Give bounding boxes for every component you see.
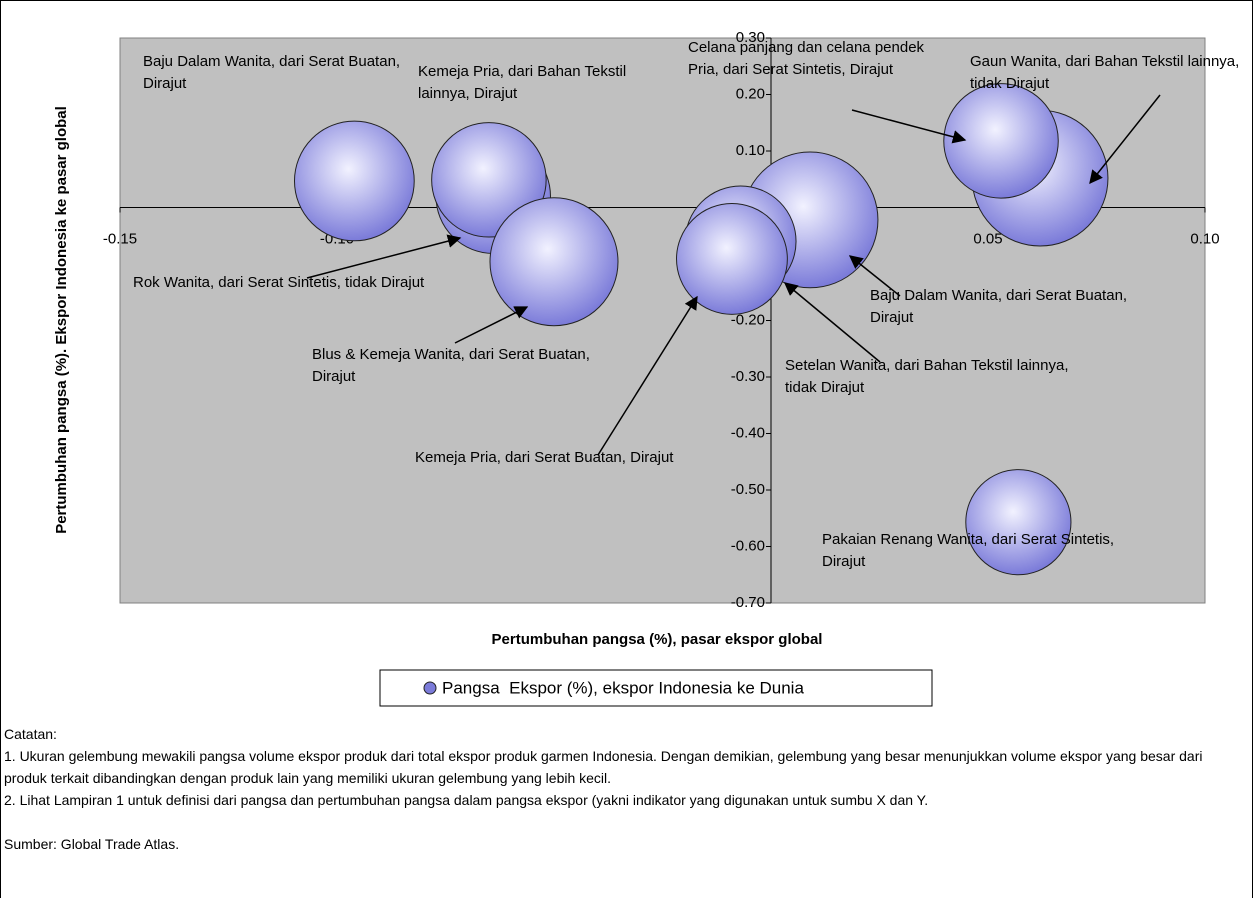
bubble-label: Kemeja Pria, dari Serat Buatan, Dirajut xyxy=(415,449,674,466)
label-arrow xyxy=(783,282,881,363)
y-tick-label: -0.30 xyxy=(731,368,765,385)
bubble-label: Baju Dalam Wanita, dari Serat Buatan, Di… xyxy=(870,287,1128,326)
label-arrow xyxy=(597,295,698,456)
legend-box xyxy=(379,669,933,707)
y-tick-label: 0.10 xyxy=(736,142,765,159)
y-tick-label: -0.70 xyxy=(731,594,765,611)
note: 1. Ukuran gelembung mewakili pangsa volu… xyxy=(4,748,1203,786)
bubble-label: Celana panjang dan celana pendek Pria, d… xyxy=(688,39,925,78)
y-tick-label: 0.30 xyxy=(736,29,765,46)
x-axis-title: Pertumbuhan pangsa (%), pasar ekspor glo… xyxy=(492,631,823,648)
bubble-label: Gaun Wanita, dari Bahan Tekstil lainnya,… xyxy=(970,53,1240,92)
legend-marker xyxy=(423,681,437,695)
y-tick-label: -0.40 xyxy=(731,424,765,441)
label-arrow xyxy=(848,255,901,297)
y-tick-label: -0.50 xyxy=(731,481,765,498)
bubble xyxy=(489,197,619,327)
bubble-label: Pakaian Renang Wanita, dari Serat Sintet… xyxy=(822,531,1115,570)
y-tick-label: -0.60 xyxy=(731,537,765,554)
label-arrow xyxy=(1089,94,1161,185)
legend-label: Pangsa Ekspor (%), ekspor Indonesia ke D… xyxy=(442,678,804,697)
label-arrow xyxy=(851,109,967,144)
bubble xyxy=(431,122,547,238)
y-axis-title: Pertumbuhan pangsa (%). Ekspor Indonesia… xyxy=(53,106,70,534)
chart: Pertumbuhan pangsa (%), pasar ekspor glo… xyxy=(53,29,1220,707)
bubble xyxy=(943,83,1059,199)
bubble-label: Rok Wanita, dari Serat Sintetis, tidak D… xyxy=(133,274,425,291)
bubble-label: Setelan Wanita, dari Bahan Tekstil lainn… xyxy=(785,357,1069,396)
bubble-label: Kemeja Pria, dari Bahan Tekstil lainnya,… xyxy=(418,63,627,102)
y-tick-label: -0.20 xyxy=(731,311,765,328)
y-tick-label: 0.20 xyxy=(736,85,765,102)
bubble-label: Baju Dalam Wanita, dari Serat Buatan, Di… xyxy=(143,53,401,92)
notes-heading: Catatan: xyxy=(4,726,57,742)
label-arrow xyxy=(306,234,462,279)
bubble xyxy=(965,469,1072,576)
bubble-label: Blus & Kemeja Wanita, dari Serat Buatan,… xyxy=(312,346,590,385)
label-arrow xyxy=(454,306,529,344)
x-tick-label: 0.05 xyxy=(973,230,1002,247)
x-tick-label: -0.15 xyxy=(103,230,137,247)
bubble xyxy=(676,202,788,315)
x-tick-label: 0.10 xyxy=(1190,230,1219,247)
notes: Catatan: 1. Ukuran gelembung mewakili pa… xyxy=(4,723,1244,855)
bubble xyxy=(293,120,415,242)
source: Sumber: Global Trade Atlas. xyxy=(4,836,180,852)
note: 2. Lihat Lampiran 1 untuk definisi dari … xyxy=(4,792,929,808)
